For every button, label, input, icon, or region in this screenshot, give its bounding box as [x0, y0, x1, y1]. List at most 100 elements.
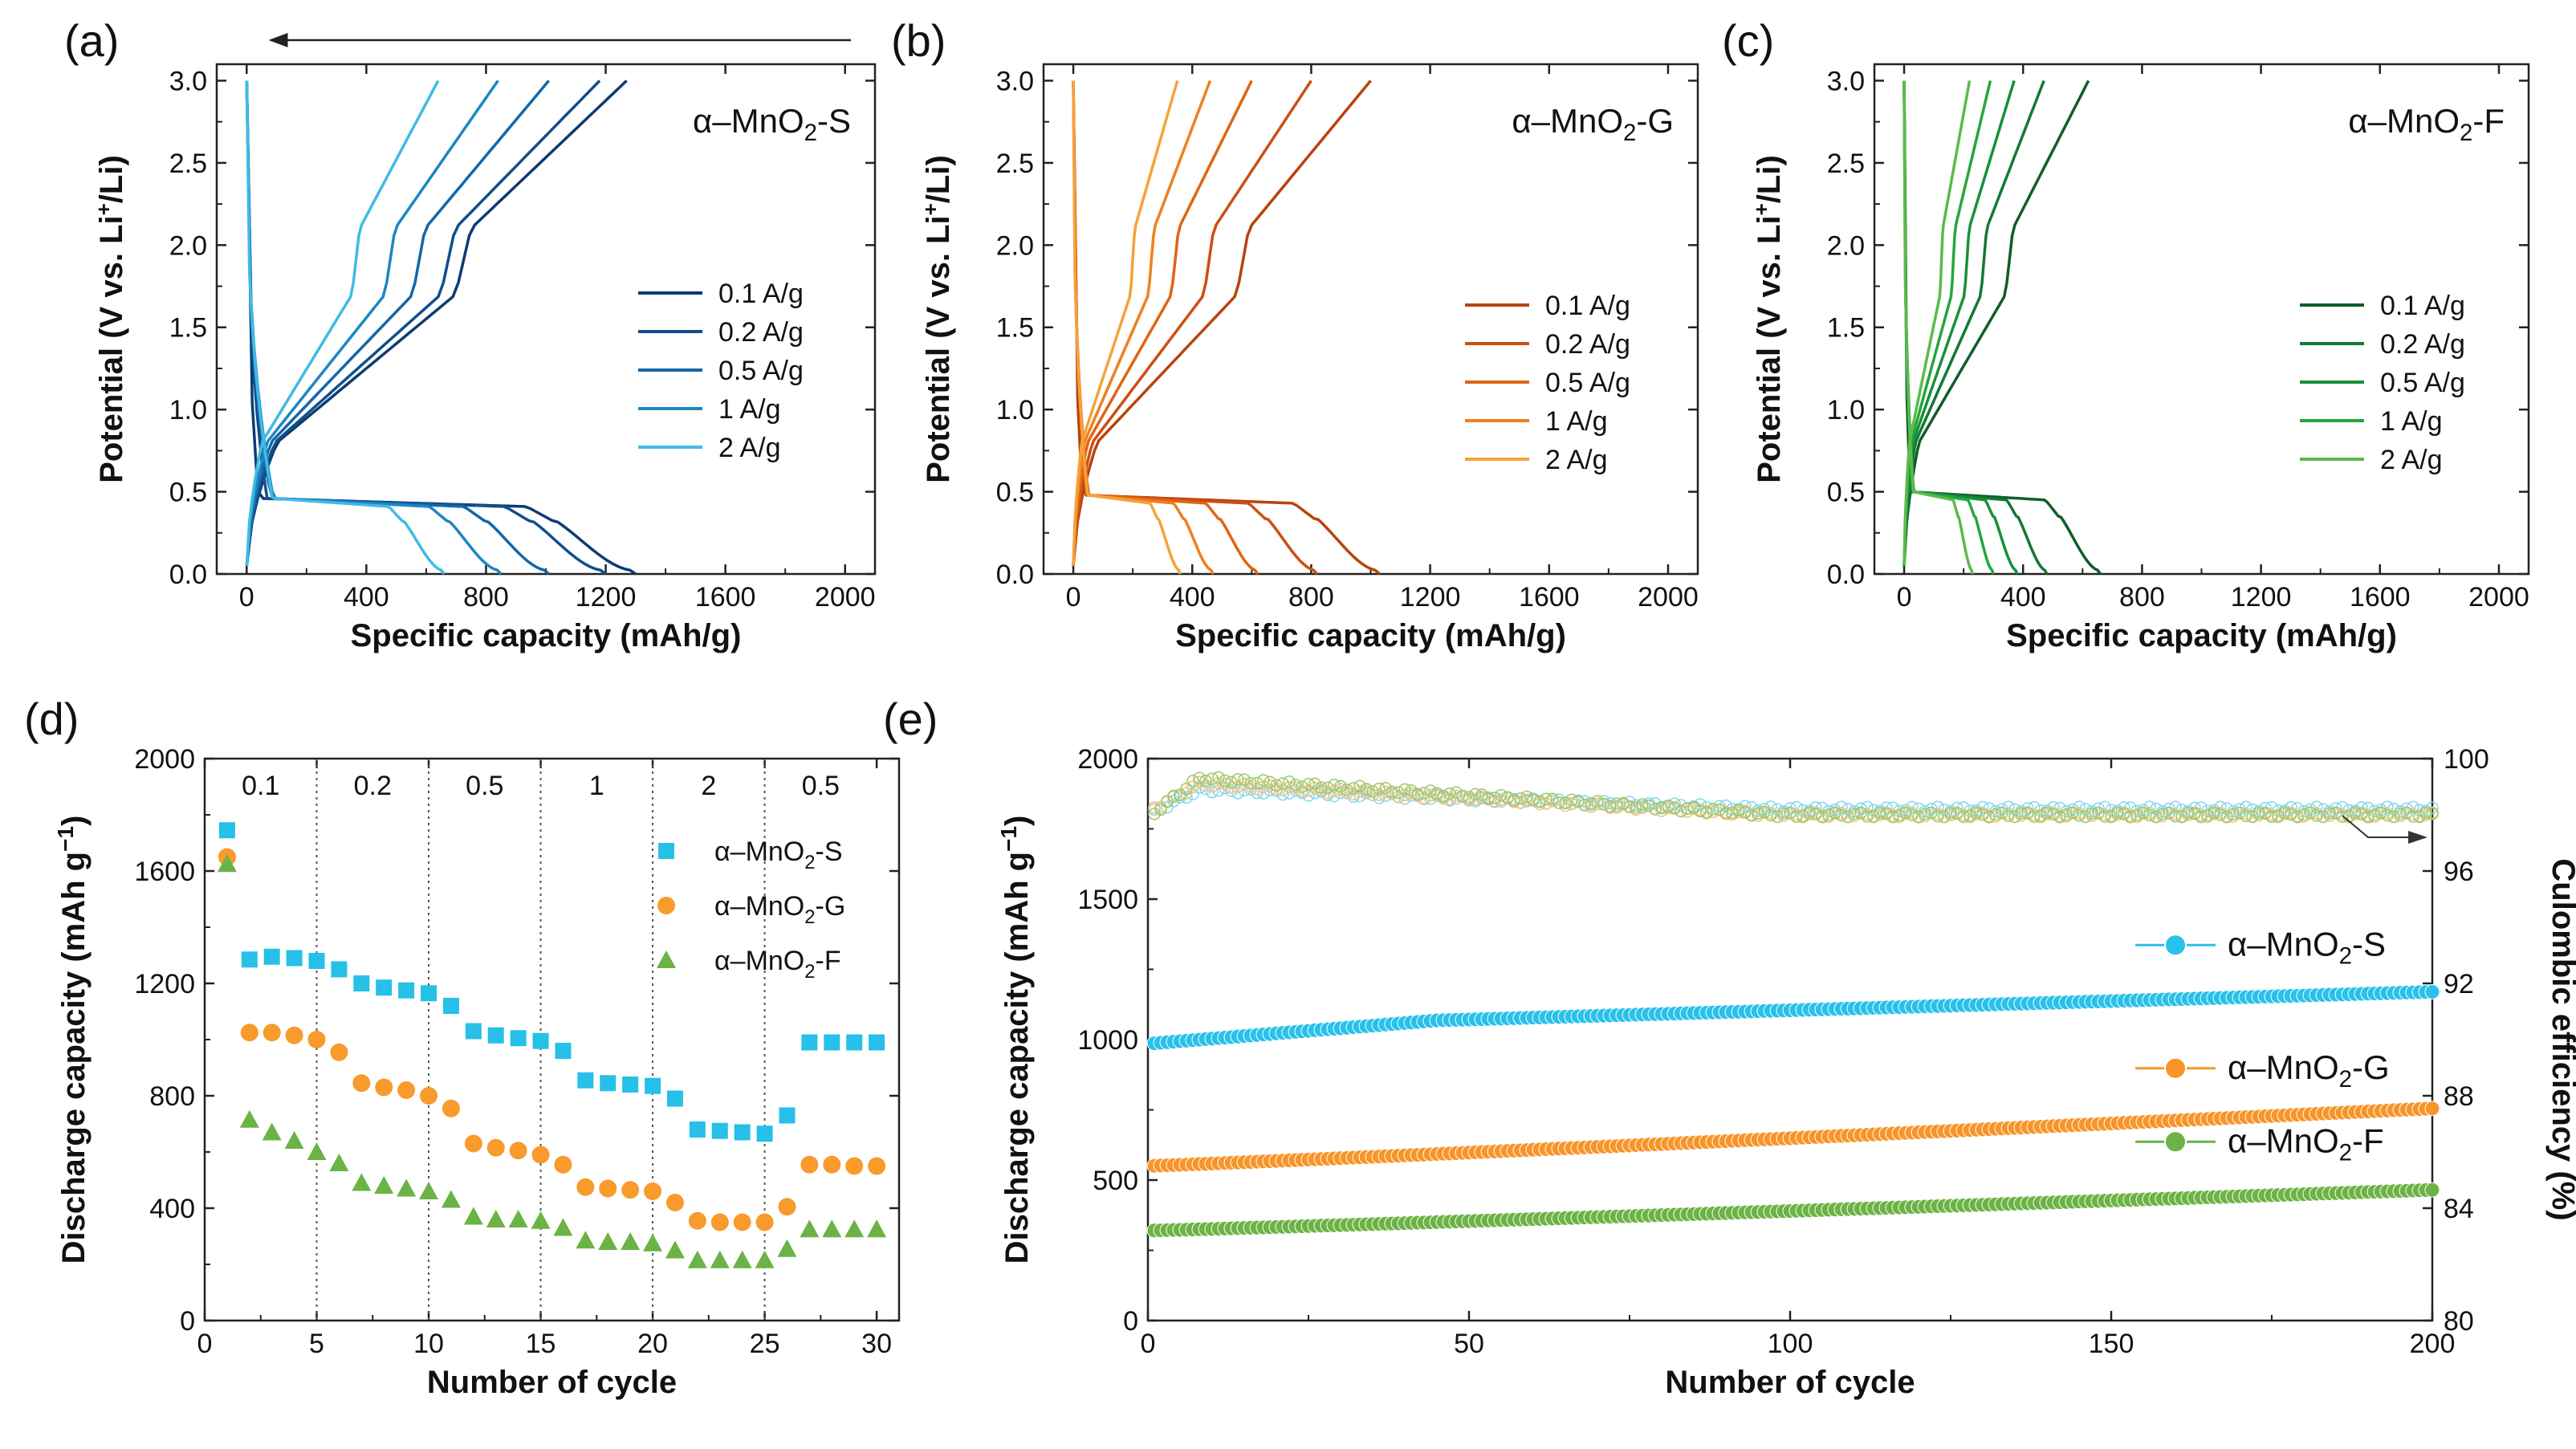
efficiency-point — [1212, 784, 1225, 797]
data-point — [844, 1219, 865, 1238]
panel-a: 0 400 800 1200 1600 2000 0.0 0.5 1.0 1.5 2.0 2.5 3.0… — [64, 15, 877, 653]
efficiency-point — [1854, 806, 1867, 820]
data-point — [824, 1034, 840, 1051]
efficiency-point — [1193, 771, 1206, 784]
efficiency-point — [1508, 794, 1520, 807]
efficiency-point — [1694, 804, 1707, 818]
efficiency-point — [1180, 783, 1193, 796]
efficiency-point — [1668, 802, 1681, 815]
data-point — [777, 1239, 797, 1257]
y-tick-label: 3.0 — [1827, 66, 1865, 96]
efficiency-point — [2208, 806, 2220, 819]
data-point — [375, 1078, 393, 1097]
efficiency-point — [1578, 798, 1591, 812]
efficiency-point — [1559, 799, 1572, 812]
efficiency-point — [2201, 808, 2214, 822]
data-point — [554, 1155, 572, 1174]
efficiency-point — [1572, 795, 1585, 808]
charge-curve — [1902, 79, 2045, 566]
efficiency-point — [1264, 784, 1276, 797]
efficiency-point — [2002, 809, 2015, 823]
data-point — [464, 1134, 482, 1153]
data-point — [598, 1232, 618, 1250]
efficiency-point — [2182, 806, 2195, 820]
efficiency-point — [1430, 787, 1443, 800]
charge-curve — [245, 79, 551, 566]
efficiency-point — [2291, 811, 2304, 824]
y-tick-label: 2.5 — [169, 149, 207, 179]
efficiency-point — [1514, 792, 1527, 805]
x-tick-label: 0 — [239, 582, 254, 613]
y2-tick-label: 92 — [2444, 969, 2474, 999]
efficiency-point — [1752, 807, 1764, 820]
efficiency-point — [1276, 784, 1289, 797]
efficiency-point — [1302, 777, 1315, 791]
x-tick-label: 400 — [344, 582, 389, 613]
efficiency-point — [1822, 808, 1835, 821]
efficiency-point — [1636, 798, 1649, 811]
efficiency-point — [1424, 784, 1437, 797]
efficiency-point — [2079, 803, 2092, 816]
data-point — [508, 1210, 528, 1227]
efficiency-point — [1604, 800, 1617, 813]
efficiency-point — [1199, 782, 1212, 796]
efficiency-point — [1456, 789, 1469, 803]
efficiency-point — [1353, 784, 1366, 798]
efficiency-point — [1559, 796, 1572, 809]
data-point — [733, 1213, 751, 1231]
charge-curve — [1072, 80, 1179, 566]
data-point — [376, 979, 393, 996]
y2-tick-label: 88 — [2444, 1081, 2474, 1112]
x-tick-label: 0 — [197, 1329, 213, 1359]
efficiency-point — [1597, 798, 1610, 811]
charge-curve — [1072, 79, 1372, 566]
efficiency-point — [1841, 810, 1854, 824]
efficiency-point — [1546, 792, 1559, 805]
efficiency-point — [2028, 810, 2041, 824]
efficiency-point — [1315, 781, 1328, 794]
efficiency-point — [1835, 808, 1848, 822]
data-point — [621, 1232, 641, 1250]
data-point — [645, 1077, 661, 1094]
efficiency-point — [1886, 810, 1899, 824]
efficiency-point — [1758, 805, 1771, 819]
y-tick-label: 2.0 — [996, 230, 1034, 261]
efficiency-point — [1238, 773, 1251, 786]
efficiency-point — [2355, 808, 2368, 820]
efficiency-point — [1475, 788, 1488, 801]
efficiency-point — [1719, 799, 1732, 812]
charge-curve — [1902, 79, 2090, 566]
data-point — [352, 1173, 372, 1191]
efficiency-point — [1501, 791, 1514, 804]
y-tick-label: 0.0 — [996, 560, 1034, 590]
y-tick-label: 1.5 — [169, 313, 207, 344]
data-point — [397, 1178, 417, 1197]
efficiency-point — [1225, 784, 1238, 797]
efficiency-point — [1193, 781, 1206, 794]
efficiency-point — [1533, 796, 1546, 808]
efficiency-point — [1360, 783, 1373, 796]
efficiency-point — [2021, 807, 2034, 820]
efficiency-point — [2053, 811, 2066, 824]
efficiency-point — [2092, 807, 2105, 820]
data-point — [353, 975, 370, 991]
data-point — [486, 1210, 506, 1227]
efficiency-point — [1161, 795, 1174, 808]
rate-label: 0.1 — [242, 771, 279, 801]
efficiency-point — [1186, 780, 1199, 793]
efficiency-point — [1848, 807, 1861, 820]
efficiency-point — [2008, 810, 2021, 824]
efficiency-point — [1630, 801, 1642, 814]
efficiency-point — [1148, 808, 1161, 820]
data-point — [755, 1213, 774, 1231]
data-point — [755, 1250, 775, 1268]
x-tick-label: 400 — [1170, 582, 1215, 613]
legend-marker — [2164, 1056, 2187, 1080]
legend-marker — [2164, 934, 2187, 957]
efficiency-point — [2323, 807, 2336, 820]
efficiency-point — [1373, 788, 1386, 801]
efficiency-point — [1681, 805, 1694, 818]
data-point — [240, 1024, 258, 1042]
efficiency-point — [1386, 785, 1398, 799]
data-point — [442, 998, 459, 1014]
